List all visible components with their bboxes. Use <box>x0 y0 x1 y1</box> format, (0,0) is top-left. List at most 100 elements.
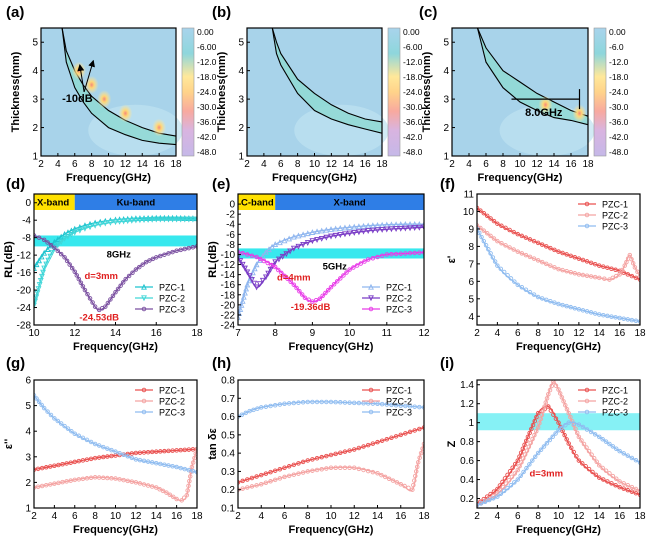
data-point <box>481 238 487 244</box>
data-point <box>184 492 190 498</box>
colorbar-tick-label: -42.0 <box>403 132 423 142</box>
data-point <box>556 301 561 307</box>
data-point <box>389 251 394 257</box>
y-tick-label: -4 <box>22 216 31 227</box>
x-tick-label: 14 <box>548 159 560 170</box>
data-point <box>69 428 74 434</box>
data-point <box>559 425 565 430</box>
colorbar-tick-label: -12.0 <box>609 57 629 67</box>
series-PZC-2 <box>34 216 197 309</box>
data-point <box>548 263 553 268</box>
data-point <box>370 255 376 261</box>
data-point <box>398 481 404 487</box>
y-tick-label: -16 <box>221 280 236 291</box>
legend-entry: PZC-1 <box>386 386 412 396</box>
data-point <box>573 426 578 432</box>
data-point <box>153 460 159 466</box>
data-point <box>488 233 493 239</box>
x-tick-label: 9 <box>310 328 316 339</box>
data-point <box>76 433 82 439</box>
data-point <box>637 273 640 279</box>
data-point <box>243 285 250 292</box>
data-point <box>607 471 612 476</box>
data-point <box>35 484 41 490</box>
colorbar-tick-label: -18.0 <box>403 72 423 82</box>
data-point <box>416 221 423 227</box>
x-tick-label: 6 <box>515 511 521 522</box>
data-point <box>186 467 192 473</box>
data-point <box>579 438 584 443</box>
data-point <box>133 457 139 462</box>
data-point <box>580 461 585 466</box>
data-point <box>374 227 381 234</box>
data-point <box>361 467 366 473</box>
y-tick-label: 4 <box>443 66 449 77</box>
data-point <box>568 445 574 451</box>
data-point <box>242 289 248 296</box>
y-tick-label: 1 <box>25 504 31 515</box>
data-point <box>334 279 340 284</box>
x-tick-label: 8 <box>305 511 311 522</box>
data-point <box>365 257 371 262</box>
data-point <box>356 466 362 472</box>
data-point <box>240 250 245 256</box>
data-point <box>323 226 330 233</box>
data-point <box>530 422 536 428</box>
x-tick-label: 8 <box>92 511 98 522</box>
data-point <box>402 225 409 232</box>
data-point <box>624 259 629 265</box>
data-point <box>133 480 139 485</box>
data-point <box>491 218 497 224</box>
data-point <box>34 396 39 401</box>
annotation: -19.36dB <box>291 302 331 313</box>
x-tick-label: 8 <box>89 159 95 170</box>
data-point <box>637 277 640 282</box>
data-point <box>265 260 271 266</box>
data-point <box>161 214 168 221</box>
data-point <box>375 401 380 407</box>
data-point <box>593 472 599 478</box>
data-point <box>342 224 348 231</box>
data-point <box>535 410 541 416</box>
legend-marker <box>584 398 590 404</box>
data-point <box>262 274 269 281</box>
data-point <box>508 482 514 488</box>
data-point <box>531 238 537 244</box>
data-point <box>632 265 638 270</box>
data-point <box>605 313 610 319</box>
x-tick-label: 8 <box>500 159 506 170</box>
heatmap-hotspot <box>538 95 553 114</box>
series-line <box>477 228 640 323</box>
data-point <box>65 426 71 431</box>
data-point <box>503 243 508 248</box>
data-point <box>502 476 508 481</box>
data-point <box>239 412 245 417</box>
data-point <box>282 401 287 407</box>
data-point <box>259 472 264 478</box>
data-point <box>410 487 415 492</box>
data-point <box>239 297 246 304</box>
y-tick-label: 4 <box>468 312 474 323</box>
data-point <box>421 221 424 227</box>
data-point <box>352 465 357 471</box>
data-point <box>282 273 287 279</box>
data-point <box>420 446 424 451</box>
data-point <box>39 465 45 471</box>
data-point <box>542 404 547 409</box>
data-point <box>268 469 273 475</box>
y-tick-label: -28 <box>17 321 32 332</box>
data-point <box>379 438 385 443</box>
y-tick-label: -8 <box>22 233 31 244</box>
data-point <box>164 490 169 495</box>
data-point <box>617 448 622 454</box>
data-point <box>499 223 504 229</box>
data-point <box>338 465 343 471</box>
x-tick-label: 10 <box>325 511 337 522</box>
data-point <box>92 222 99 229</box>
data-point <box>560 302 565 308</box>
data-point <box>87 224 93 231</box>
data-point <box>574 454 579 459</box>
data-point <box>398 403 404 408</box>
data-point <box>617 484 622 490</box>
